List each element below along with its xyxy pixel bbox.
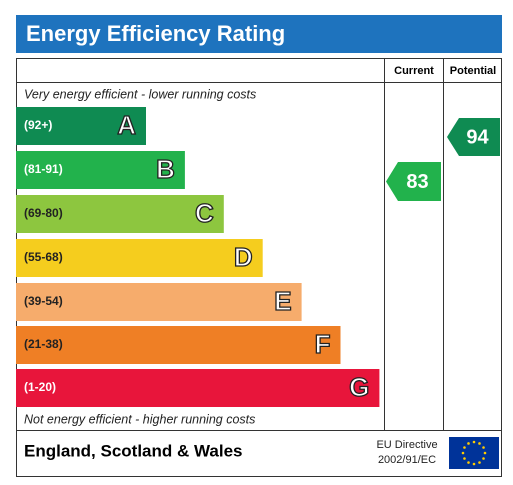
star	[461, 451, 465, 455]
band-bar	[16, 107, 146, 145]
star	[482, 446, 485, 449]
eu-flag	[449, 437, 499, 469]
region: England, Scotland & Wales	[24, 441, 243, 460]
band-range: (21-38)	[24, 337, 63, 351]
directive: EU Directive	[376, 439, 437, 451]
band-bar	[16, 195, 224, 233]
band-letter: E	[274, 286, 291, 316]
rating-arrow	[386, 162, 441, 201]
band-letter: G	[349, 372, 369, 402]
band-range: (39-54)	[24, 294, 63, 308]
band-range: (92+)	[24, 118, 52, 132]
star	[472, 440, 476, 444]
band-letter: A	[117, 110, 136, 140]
column-header: Current	[394, 65, 434, 77]
band-letter: F	[315, 329, 331, 359]
directive: 2002/91/EC	[378, 454, 436, 466]
star	[467, 461, 470, 464]
star	[483, 451, 487, 455]
band-letter: D	[234, 242, 253, 272]
rating-arrow	[447, 118, 500, 156]
rating-value: 83	[406, 171, 428, 193]
band-range: (81-91)	[24, 162, 63, 176]
band-bar	[16, 283, 302, 321]
band-letter: C	[195, 198, 214, 228]
band-range: (55-68)	[24, 250, 63, 264]
top-note: Very energy efficient - lower running co…	[24, 87, 256, 101]
band-bar	[16, 239, 263, 277]
band-bar	[16, 151, 185, 189]
header-bar	[16, 15, 502, 53]
band-bar	[16, 369, 380, 407]
band-bar	[16, 326, 341, 364]
band-range: (69-80)	[24, 206, 63, 220]
star	[467, 442, 470, 445]
star	[478, 461, 481, 464]
star	[463, 457, 466, 460]
rating-value: 94	[466, 126, 489, 148]
title: Energy Efficiency Rating	[26, 21, 285, 46]
star	[482, 457, 485, 460]
column-header: Potential	[450, 65, 496, 77]
band-letter: B	[156, 154, 175, 184]
star	[463, 446, 466, 449]
bottom-note: Not energy efficient - higher running co…	[24, 412, 255, 426]
band-range: (1-20)	[24, 380, 56, 394]
star	[478, 442, 481, 445]
star	[472, 462, 476, 466]
